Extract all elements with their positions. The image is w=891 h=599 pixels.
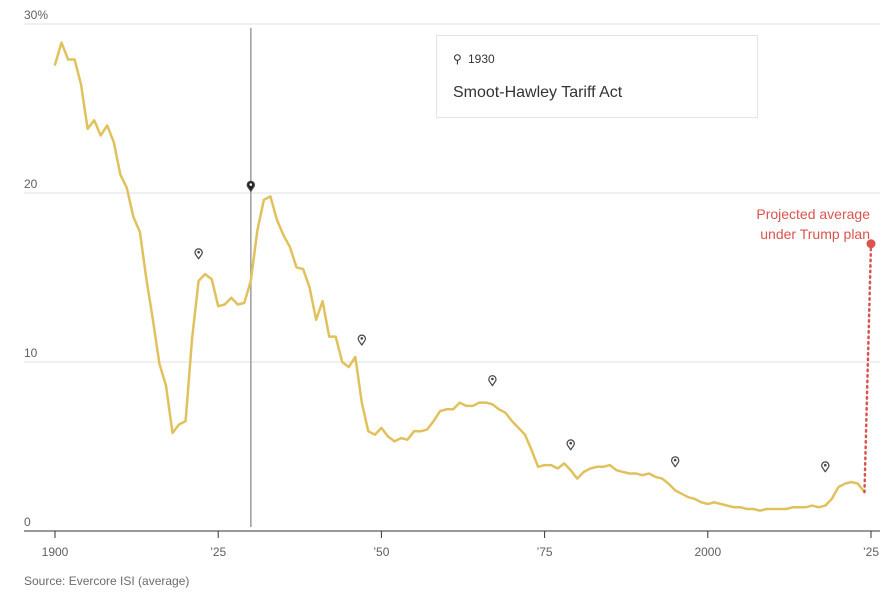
- source-note: Source: Evercore ISI (average): [24, 574, 190, 588]
- tooltip-event-name: Smoot-Hawley Tariff Act: [453, 84, 623, 101]
- projection-line: [863, 242, 873, 494]
- projection-label-line-2: under Trump plan: [760, 226, 870, 242]
- event-pin-icon[interactable]: [194, 248, 203, 260]
- event-pin-icon[interactable]: [246, 180, 255, 192]
- series-layer: [53, 41, 866, 512]
- x-tick-label: ’75: [537, 545, 553, 559]
- x-tick-label: 2000: [694, 545, 721, 559]
- event-pin-icon[interactable]: [357, 334, 366, 346]
- axes: 30% 20 10 0 1900 ’25 ’50 ’75 2000 ’25: [24, 8, 880, 559]
- y-tick-label: 10: [24, 346, 38, 360]
- y-tick-label: 20: [24, 177, 38, 191]
- x-tick-label: ’25: [210, 545, 226, 559]
- event-pin-icon[interactable]: [488, 375, 497, 387]
- event-pin-icon[interactable]: [566, 439, 575, 451]
- projection-annotation: Projected average under Trump plan: [690, 204, 870, 244]
- x-tick-label: ’25: [863, 545, 879, 559]
- y-tick-label: 0: [24, 515, 31, 529]
- tooltip-year: 1930: [468, 52, 495, 66]
- projection-label-line-1: Projected average: [756, 206, 870, 222]
- event-tooltip: ⚲ 1930 Smoot-Hawley Tariff Act: [436, 35, 758, 118]
- event-pin-icon[interactable]: [821, 461, 830, 473]
- tariff-rate-line: [53, 41, 866, 512]
- x-tick-label: 1900: [42, 545, 69, 559]
- gridlines: [24, 23, 880, 363]
- event-pin-icon[interactable]: [671, 456, 680, 468]
- projection-layer: [863, 239, 876, 494]
- y-tick-label: 30%: [24, 8, 48, 22]
- x-tick-label: ’50: [373, 545, 389, 559]
- event-markers[interactable]: [194, 180, 830, 473]
- projection-point: [866, 239, 876, 249]
- location-pin-icon: ⚲: [453, 52, 462, 66]
